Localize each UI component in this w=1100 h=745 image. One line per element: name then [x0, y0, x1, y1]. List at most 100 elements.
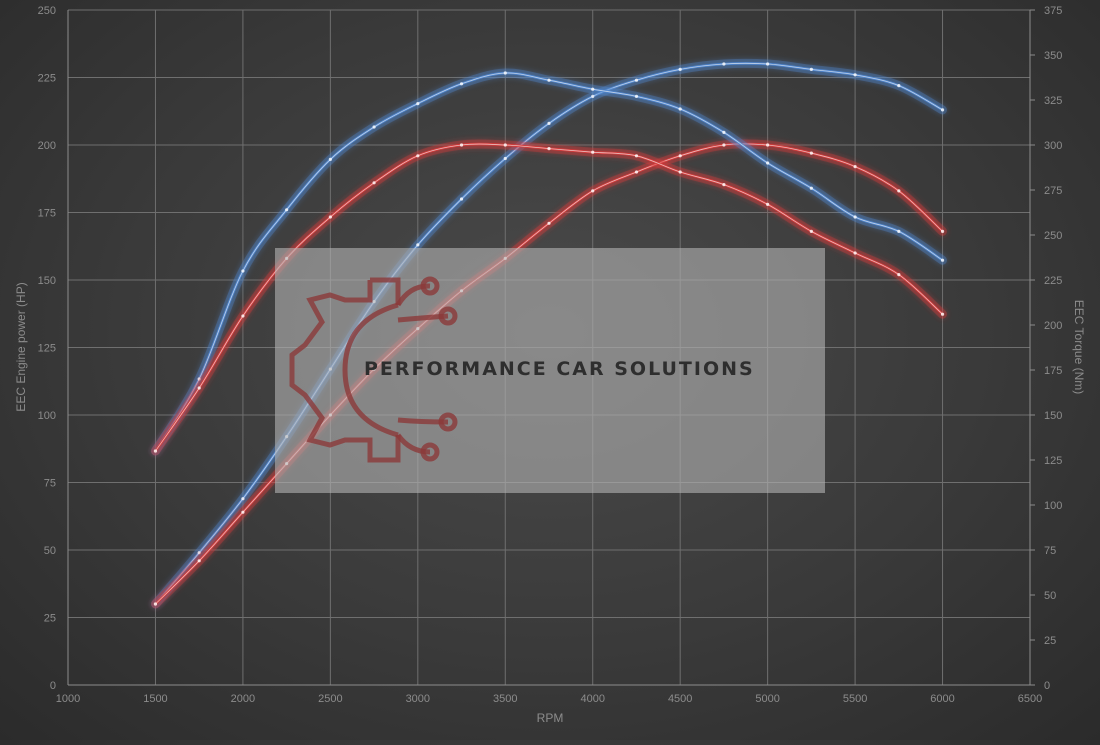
series-point [416, 154, 420, 158]
y-right-tick-label: 125 [1044, 455, 1062, 467]
series-point [940, 312, 945, 316]
series-point [634, 154, 639, 158]
y-left-tick-label: 125 [38, 343, 56, 355]
series-point [197, 386, 201, 390]
series-point [634, 78, 639, 82]
x-tick-label: 1500 [143, 693, 167, 705]
series-point [853, 251, 857, 255]
series-point [503, 156, 507, 161]
y-right-tick-label: 250 [1044, 230, 1062, 242]
series-point [153, 602, 158, 606]
watermark: PERFORMANCE CAR SOLUTIONS [275, 248, 825, 493]
series-point [809, 67, 813, 71]
y-left-tick-label: 150 [38, 275, 56, 287]
series-point [547, 147, 551, 151]
watermark-text: PERFORMANCE CAR SOLUTIONS [364, 358, 755, 380]
y-right-tick-label: 275 [1044, 185, 1062, 197]
series-point [416, 243, 420, 247]
series-point [241, 510, 245, 514]
y-left-tick-label: 50 [44, 545, 56, 557]
series-point [372, 125, 376, 129]
x-tick-label: 2500 [318, 693, 342, 705]
series-point [416, 102, 420, 106]
y-right-tick-label: 100 [1044, 500, 1062, 512]
series-point [241, 314, 245, 318]
series-point [503, 143, 507, 147]
series-point [459, 197, 464, 201]
series-point [940, 229, 945, 233]
series-point [153, 449, 158, 453]
series-point [634, 94, 639, 98]
y-left-tick-label: 200 [38, 140, 56, 152]
series-point [809, 186, 813, 190]
series-point [197, 559, 201, 563]
series-point [459, 82, 464, 86]
y-left-tick-label: 225 [38, 73, 56, 85]
series-point [853, 73, 857, 77]
y-right-tick-label: 50 [1044, 590, 1056, 602]
y-right-tick-label: 350 [1044, 50, 1062, 62]
series-point [678, 170, 682, 174]
series-point [241, 269, 245, 273]
y-right-tick-label: 150 [1044, 410, 1062, 422]
series-point [547, 121, 551, 125]
y-axis-left-title: EEC Engine power (HP) [14, 282, 28, 411]
series-point [285, 208, 289, 212]
series-point [678, 107, 682, 111]
y-axis-right-title: EEC Torque (Nm) [1072, 300, 1086, 394]
series-point [897, 229, 901, 233]
y-right-tick-label: 0 [1044, 680, 1050, 692]
series-point [328, 215, 332, 219]
series-point [766, 161, 770, 165]
y-left-tick-label: 75 [44, 478, 56, 490]
series-point [766, 62, 770, 66]
series-point [503, 71, 507, 75]
series-point [634, 170, 639, 174]
x-tick-label: 4000 [580, 693, 604, 705]
series-point [722, 130, 726, 134]
series-point [678, 67, 682, 71]
series-point [241, 497, 245, 501]
series-point [897, 189, 901, 193]
series-point [722, 143, 726, 147]
series-point [853, 165, 857, 169]
y-left-tick-label: 250 [38, 5, 56, 17]
gear-circuit-icon [289, 276, 458, 463]
x-tick-label: 2000 [231, 693, 255, 705]
y-right-tick-label: 225 [1044, 275, 1062, 287]
y-left-tick-label: 0 [50, 680, 56, 692]
y-right-tick-label: 300 [1044, 140, 1062, 152]
series-point [678, 154, 682, 158]
y-right-tick-label: 325 [1044, 95, 1062, 107]
series-point [591, 87, 595, 91]
axis-ticks: 1000 1500 2000 2500 3000 3500 4000 4500 5000 5500… [38, 5, 1063, 705]
x-tick-label: 5500 [843, 693, 867, 705]
y-left-tick-label: 175 [38, 208, 56, 220]
x-tick-label: 3500 [493, 693, 517, 705]
x-tick-label: 6000 [930, 693, 954, 705]
series-point [809, 151, 813, 155]
x-tick-label: 4500 [668, 693, 692, 705]
series-point [459, 143, 464, 147]
y-left-tick-label: 25 [44, 613, 56, 625]
series-point [766, 202, 770, 206]
series-point [547, 221, 551, 225]
series-point [591, 94, 595, 98]
series-point [372, 181, 376, 185]
y-right-tick-label: 200 [1044, 320, 1062, 332]
x-tick-label: 5000 [755, 693, 779, 705]
series-point [897, 273, 901, 277]
y-right-tick-label: 25 [1044, 635, 1056, 647]
series-point [591, 189, 595, 193]
series-point [853, 215, 857, 219]
x-tick-label: 1000 [56, 693, 80, 705]
series-point [328, 157, 332, 161]
series-point [547, 78, 551, 82]
series-point [809, 229, 813, 233]
y-left-tick-label: 100 [38, 410, 56, 422]
x-tick-label: 6500 [1018, 693, 1042, 705]
series-point [591, 150, 595, 154]
y-right-tick-label: 75 [1044, 545, 1056, 557]
series-point [766, 143, 770, 147]
